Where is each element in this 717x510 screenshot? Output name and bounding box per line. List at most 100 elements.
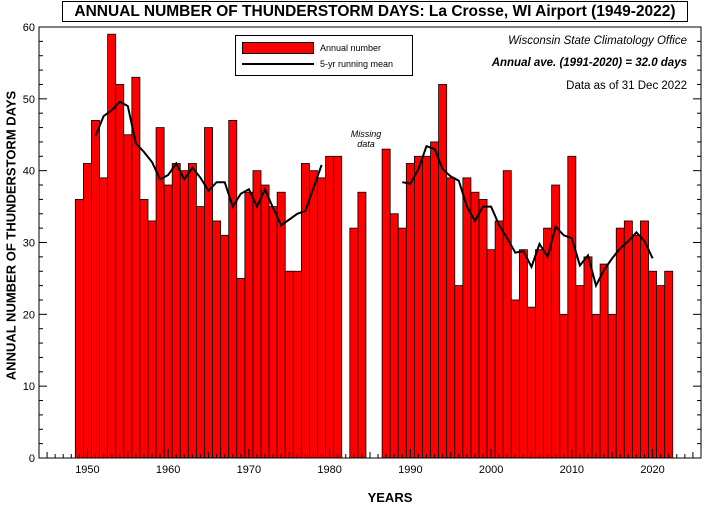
bar-2019 — [640, 220, 649, 459]
bar-1967 — [220, 234, 230, 459]
y-tick-label-20: 20 — [23, 309, 35, 321]
bar-1964 — [196, 206, 205, 459]
bar-1960 — [163, 184, 173, 459]
bar-2004 — [518, 249, 528, 459]
bar-1988 — [389, 213, 399, 459]
bar-1979 — [317, 177, 326, 459]
bar-1955 — [123, 134, 133, 459]
bar-1962 — [179, 170, 189, 459]
missing-data-note: Missing data — [340, 129, 392, 149]
bar-1997 — [462, 177, 472, 459]
bar-1972 — [260, 184, 270, 459]
bar-1977 — [300, 163, 310, 459]
missing-note-line1: Missing — [350, 129, 382, 139]
y-tick-label-0: 0 — [29, 453, 35, 465]
bar-2014 — [599, 263, 609, 459]
bar-2021 — [656, 285, 666, 459]
source-note: Wisconsin State Climatology Office — [508, 35, 687, 47]
bar-2009 — [559, 313, 569, 459]
bar-1975 — [284, 270, 294, 459]
bar-1969 — [236, 278, 246, 459]
legend-line-swatch — [242, 63, 314, 65]
y-axis-label: ANNUAL NUMBER OF THUNDERSTORM DAYS — [3, 90, 19, 381]
x-tick-label-1990: 1990 — [398, 464, 422, 476]
bar-2007 — [543, 227, 553, 459]
bar-2017 — [623, 220, 633, 459]
bar-2018 — [631, 234, 641, 459]
bar-2013 — [591, 313, 601, 459]
bar-1992 — [422, 155, 431, 459]
y-tick-label-30: 30 — [23, 238, 35, 250]
running-mean-line-1 — [94, 100, 323, 227]
legend-label-annual: Annual number — [320, 43, 382, 53]
bar-2012 — [583, 256, 593, 459]
bar-1976 — [292, 270, 302, 459]
bar-2000 — [486, 249, 496, 459]
bar-2005 — [527, 306, 536, 459]
bar-1993 — [430, 141, 440, 459]
y-tick-label-50: 50 — [23, 94, 35, 106]
bar-1950 — [83, 163, 92, 459]
bar-1983 — [349, 227, 359, 459]
average-note: Annual ave. (1991-2020) = 32.0 days — [491, 57, 687, 69]
x-tick-label-1950: 1950 — [75, 464, 99, 476]
bar-1984 — [357, 191, 367, 459]
bar-1949 — [74, 198, 84, 459]
as-of-note: Data as of 31 Dec 2022 — [566, 80, 687, 92]
legend-label-mean: 5-yr running mean — [320, 59, 394, 69]
chart-title: ANNUAL NUMBER OF THUNDERSTORM DAYS: La C… — [62, 1, 688, 22]
bar-1980 — [325, 155, 335, 459]
bar-1981 — [333, 155, 343, 459]
x-tick-label-2010: 2010 — [560, 464, 584, 476]
bar-1952 — [99, 177, 109, 459]
missing-note-line2: data — [357, 139, 375, 149]
bar-2015 — [607, 313, 617, 459]
bar-1990 — [405, 163, 415, 459]
bar-1996 — [454, 285, 464, 459]
x-tick-label-1960: 1960 — [156, 464, 180, 476]
bar-1968 — [228, 119, 238, 459]
legend-bar-swatch — [242, 42, 314, 54]
bar-2010 — [567, 155, 577, 459]
bar-1978 — [309, 170, 318, 459]
bar-1958 — [147, 220, 157, 459]
bar-1987 — [381, 148, 391, 459]
bar-1966 — [212, 220, 222, 459]
y-tick-label-60: 60 — [23, 22, 35, 34]
bar-1999 — [478, 198, 488, 459]
bar-2006 — [535, 249, 544, 459]
bar-1953 — [107, 33, 117, 459]
y-tick-label-40: 40 — [23, 166, 35, 178]
bar-1970 — [244, 191, 254, 459]
bar-2016 — [615, 227, 625, 459]
bar-1994 — [438, 84, 448, 459]
x-tick-label-1980: 1980 — [317, 464, 341, 476]
bar-1951 — [91, 119, 100, 459]
bar-2001 — [494, 220, 504, 459]
bar-1991 — [414, 155, 423, 459]
bar-1965 — [204, 127, 213, 459]
bar-1974 — [276, 191, 286, 459]
bar-2020 — [648, 270, 657, 459]
x-axis-label: YEARS — [367, 490, 413, 505]
y-tick-label-10: 10 — [23, 381, 35, 393]
legend-entry-annual: Annual number — [242, 42, 381, 54]
legend-entry-mean: 5-yr running mean — [242, 58, 393, 70]
running-mean-line-2 — [402, 144, 654, 289]
bar-2022 — [664, 270, 674, 459]
bar-1971 — [252, 170, 262, 459]
legend: Annual number 5-yr running mean — [235, 35, 413, 76]
bar-1961 — [171, 163, 181, 459]
bar-1998 — [470, 191, 480, 459]
bar-2002 — [502, 170, 512, 459]
x-tick-label-1970: 1970 — [237, 464, 261, 476]
bar-1963 — [187, 163, 197, 459]
bar-1973 — [268, 206, 278, 459]
bar-1954 — [115, 84, 125, 459]
bar-1957 — [139, 198, 149, 459]
bar-2011 — [575, 285, 585, 459]
bar-1989 — [397, 227, 407, 459]
x-tick-label-2020: 2020 — [640, 464, 664, 476]
x-tick-label-2000: 2000 — [479, 464, 503, 476]
